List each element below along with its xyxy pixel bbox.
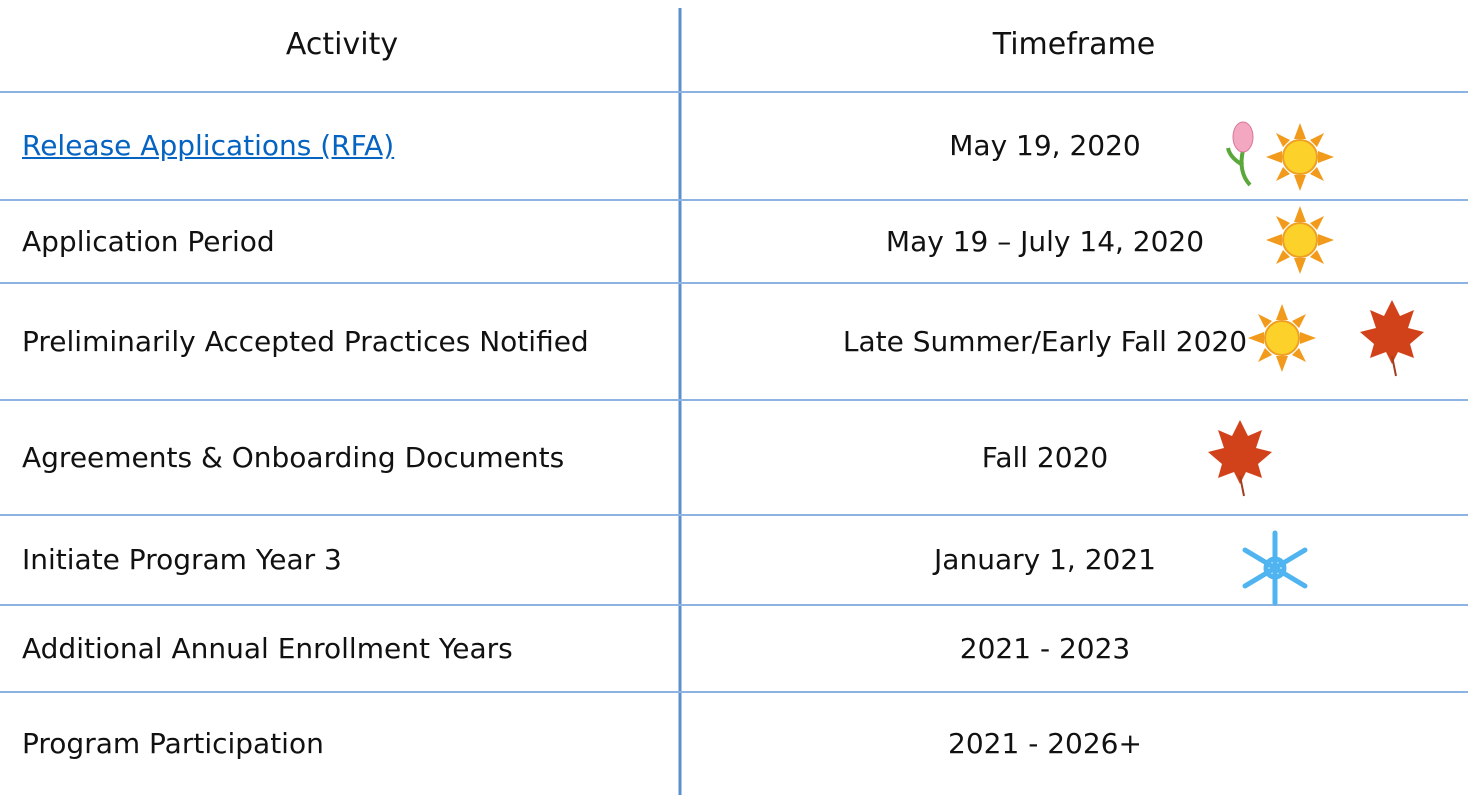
activity-cell: Agreements & Onboarding Documents <box>22 400 662 515</box>
timeframe-cell: May 19 – July 14, 2020 <box>800 200 1290 283</box>
activity-cell: Program Participation <box>22 692 662 795</box>
activity-cell: Preliminarily Accepted Practices Notifie… <box>22 283 662 400</box>
timeframe-cell: Fall 2020 <box>800 400 1290 515</box>
activity-cell: Additional Annual Enrollment Years <box>22 605 662 692</box>
timeframe-cell: May 19, 2020 <box>800 92 1290 200</box>
timeframe-cell: January 1, 2021 <box>800 515 1290 605</box>
activity-cell: Initiate Program Year 3 <box>22 515 662 605</box>
rfa-link[interactable]: Release Applications (RFA) <box>22 124 394 168</box>
leaf-icon <box>1360 300 1424 376</box>
activity-cell: Application Period <box>22 200 662 283</box>
header-activity: Activity <box>22 20 662 70</box>
timeframe-cell: Late Summer/Early Fall 2020 <box>800 283 1290 400</box>
header-timeframe: Timeframe <box>680 20 1468 70</box>
activity-cell: Release Applications (RFA) <box>22 92 662 200</box>
timeframe-cell: 2021 - 2026+ <box>800 692 1290 795</box>
page: Activity Timeframe Release Applications … <box>0 0 1468 799</box>
timeframe-cell: 2021 - 2023 <box>800 605 1290 692</box>
